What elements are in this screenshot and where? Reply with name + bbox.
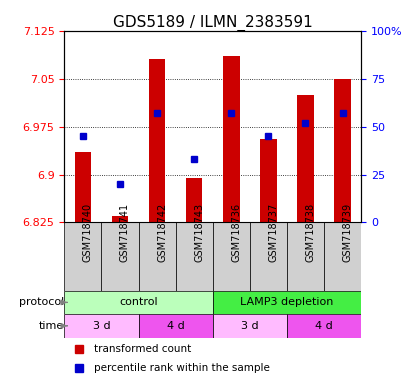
Bar [112,216,128,222]
Text: GSM718742: GSM718742 [157,203,167,262]
Text: GSM718738: GSM718738 [305,203,315,262]
Text: transformed count: transformed count [94,344,191,354]
Bar [213,314,287,338]
Text: percentile rank within the sample: percentile rank within the sample [94,363,270,373]
Bar [64,222,101,291]
Text: time: time [39,321,64,331]
Bar [101,222,139,291]
Bar [186,178,203,222]
Bar [149,60,166,222]
Text: GSM718737: GSM718737 [269,203,278,262]
Bar [297,94,314,222]
Bar [334,79,351,222]
Text: LAMP3 depletion: LAMP3 depletion [240,297,334,307]
Text: 3 d: 3 d [241,321,259,331]
Bar [139,314,213,338]
Text: 4 d: 4 d [315,321,333,331]
Bar [75,152,91,222]
Text: GSM718740: GSM718740 [83,203,93,262]
Title: GDS5189 / ILMN_2383591: GDS5189 / ILMN_2383591 [113,15,312,31]
Bar [139,222,176,291]
Bar [213,222,250,291]
Text: 4 d: 4 d [167,321,185,331]
Bar [223,56,239,222]
Bar [213,291,361,314]
Text: GSM718739: GSM718739 [342,203,352,262]
Text: control: control [119,297,158,307]
Bar [324,222,361,291]
Bar [260,139,277,222]
Text: protocol: protocol [19,297,64,307]
Bar [64,291,213,314]
Bar [64,314,139,338]
Bar [250,222,287,291]
Text: GSM718736: GSM718736 [231,203,241,262]
Text: 3 d: 3 d [93,321,110,331]
Bar [176,222,213,291]
Bar [287,314,361,338]
Text: GSM718743: GSM718743 [194,203,204,262]
Bar [287,222,324,291]
Text: GSM718741: GSM718741 [120,203,130,262]
